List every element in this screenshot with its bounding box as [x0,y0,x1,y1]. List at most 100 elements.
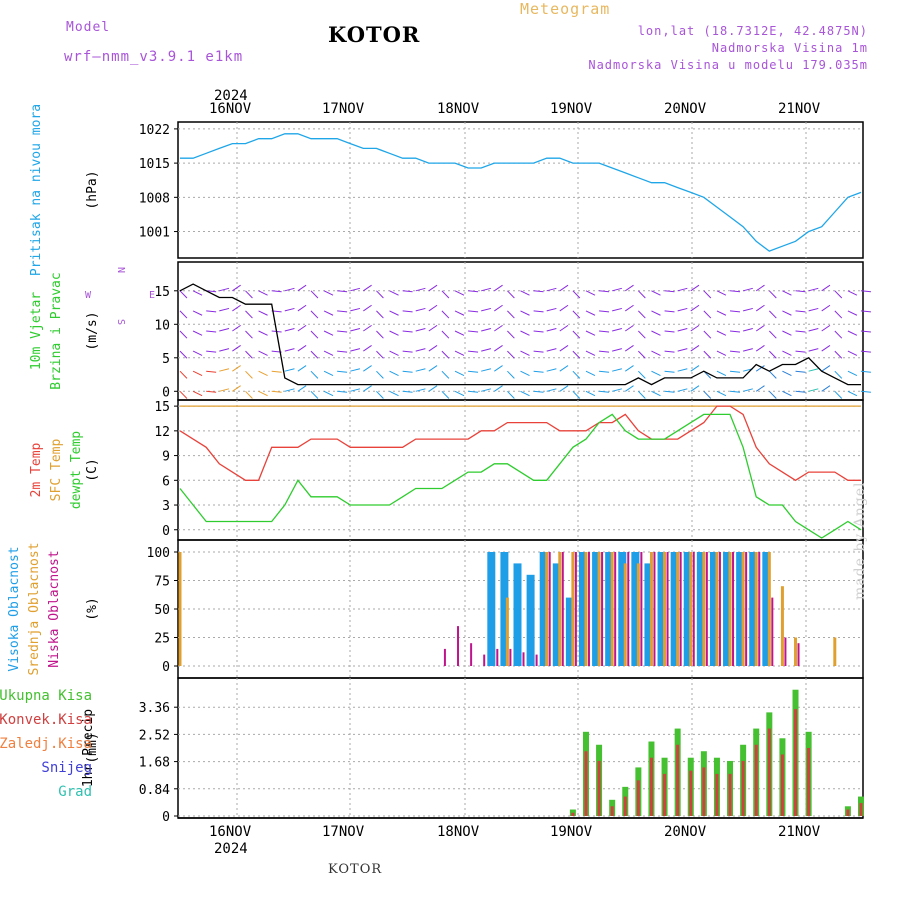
wind-arrow [860,350,871,353]
wind-arrow [612,287,622,292]
wind-arrow [481,307,492,312]
wind-arrow [258,330,268,336]
wind-arrow [389,370,399,376]
wind-arrow [847,290,858,296]
wind-arrow [310,350,319,359]
wind-arrow [533,350,544,353]
wind-arrow [310,370,319,379]
wind-arrow [297,324,307,332]
wind-arrow [821,365,831,372]
wind-arrow [363,365,372,372]
wind-arrow [768,350,777,359]
wind-arrow [468,330,479,333]
wind-arrow [402,290,413,293]
wind-arrow [481,287,492,292]
city-title: KOTOR [328,22,421,47]
wind-arrow [821,304,831,312]
wind-arrow [585,370,596,376]
date-label-top: 20NOV [664,101,707,117]
wind-arrow [703,310,712,319]
cloud-bar [565,597,574,666]
wind-arrow [729,290,741,293]
precip-bar [807,748,811,816]
wind-arrow [651,370,661,376]
y-axis-unit: (mm) [85,732,100,763]
wind-arrow [860,290,871,293]
model-name: wrf—nmm_v3.9.1 e1km [64,49,244,65]
wind-arrow [350,307,361,312]
cloud-bar [483,654,486,666]
wind-arrow [363,345,372,352]
wind-arrow [415,348,426,352]
cloud-bar [487,552,496,666]
cloud-bar [657,552,666,666]
wind-arrow [402,330,413,333]
y-axis-label: Niska Oblacnost [47,550,62,667]
wind-arrow [428,284,438,292]
cloud-bar [552,563,561,666]
cloud-bar [705,552,708,666]
cloud-bar [663,552,667,666]
wind-arrow [716,310,727,316]
y-tick-label: 100 [147,546,170,561]
wind-arrow [559,345,569,352]
cloud-bar [597,552,601,666]
wind-arrow [716,350,727,356]
cloud-bar [749,552,758,666]
wind-arrow [192,390,203,397]
precip-bar [663,773,667,816]
wind-arrow [402,390,413,393]
panel-frame [177,399,864,541]
wind-arrow [494,284,503,292]
wind-arrow [624,304,634,312]
model-altitude-label: Nadmorska Visina u modelu 179.035m [588,58,868,72]
cloud-bar [754,552,758,666]
wind-arrow [219,328,230,332]
wind-arrow [284,348,295,352]
cloud-bar [640,552,643,666]
wind-arrow [310,390,319,399]
wind-arrow [795,350,806,353]
cloud-bar [797,643,800,666]
precip-bar [689,770,693,816]
wind-arrow [559,365,569,372]
wind-arrow [219,348,230,352]
model-label: Model [66,20,111,35]
wind-arrow [651,390,661,397]
cloud-bar [745,552,748,666]
credit-watermark: made by Angel [852,481,868,601]
wind-arrow [179,310,188,319]
wind-arrow [520,310,530,316]
y-axis-label: Pritisak na nivou mora [29,104,44,276]
wind-arrow [743,328,753,332]
meteogram-title: Meteogram [520,0,611,18]
wind-arrow [428,345,438,352]
wind-arrow [847,330,858,336]
wind-arrow [507,330,515,339]
wind-arrow [782,330,792,336]
wind-arrow [860,310,871,313]
wind-arrow [428,324,438,332]
wind-arrow [860,390,871,393]
y-tick-label: 25 [154,632,170,647]
y-tick-label: 0 [162,385,170,400]
wind-arrow [638,330,646,339]
wind-arrow [546,287,557,292]
wind-arrow [638,310,646,319]
wind-arrow [546,328,557,332]
wind-arrow [599,370,610,373]
wind-arrow [206,330,217,333]
wind-arrow [219,287,230,292]
wind-arrow [703,290,712,299]
wind-arrow [599,310,610,313]
wind-arrow [743,307,753,312]
panel-frame [177,677,864,819]
wind-arrow [847,310,858,316]
wind-arrow [768,330,777,339]
wind-arrow [755,365,765,372]
cloud-bar [574,552,577,666]
precip-bar [610,806,614,816]
y-axis-label: dewpt Temp [69,431,84,509]
wind-arrow [284,307,295,312]
wind-arrow [494,365,503,372]
